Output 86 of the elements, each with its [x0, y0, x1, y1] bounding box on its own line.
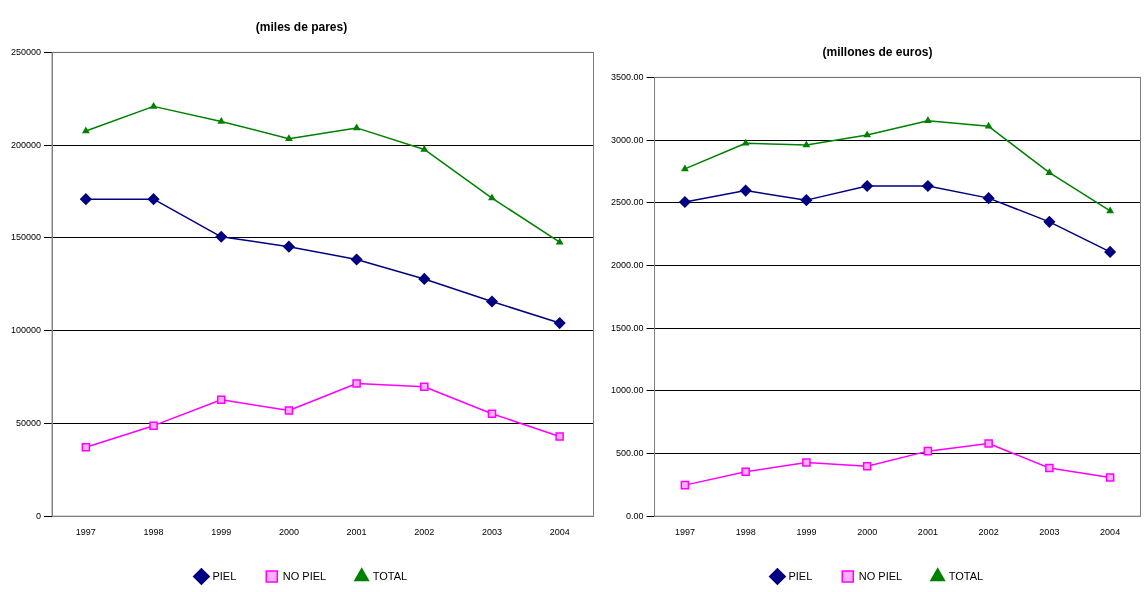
legend-label: NO PIEL [858, 569, 903, 582]
point [861, 180, 873, 192]
x-tick-label: 1997 [674, 527, 695, 538]
point [487, 409, 497, 419]
point [555, 432, 564, 441]
x-tick-label: 1999 [796, 527, 817, 538]
x-tick-label: 2004 [1100, 527, 1121, 538]
x-tick-label: 2002 [978, 527, 999, 538]
x-tick-label: 1998 [143, 527, 164, 538]
point [739, 184, 752, 197]
point [1106, 207, 1114, 214]
y-tick-label: 150000 [10, 232, 42, 243]
x-tick-label: 2003 [1039, 527, 1060, 538]
point [741, 467, 750, 477]
x-tick-label: 2000 [857, 527, 878, 538]
x-tick-label: 2001 [917, 527, 938, 538]
y-tick-label: 1500.00 [610, 322, 644, 333]
point [802, 458, 811, 467]
point [350, 253, 363, 266]
point [217, 117, 225, 124]
x-tick-label: 1997 [75, 527, 96, 538]
point [215, 231, 227, 243]
point [418, 273, 431, 285]
y-tick-label: 500.00 [616, 448, 644, 458]
point [149, 421, 158, 430]
point [985, 122, 992, 129]
point [924, 116, 932, 123]
legend-label: TOTAL [948, 569, 984, 582]
point [284, 406, 294, 415]
x-tick-label: 2004 [549, 527, 570, 538]
point [353, 124, 360, 131]
point [1105, 473, 1115, 482]
x-tick-label: 2002 [414, 527, 435, 538]
point [681, 165, 689, 172]
point [803, 141, 810, 148]
point [216, 395, 226, 404]
point [1043, 216, 1056, 228]
x-tick-label: 2001 [346, 527, 367, 538]
point [922, 180, 934, 192]
point [742, 139, 749, 146]
y-tick-label: 1000.00 [610, 385, 644, 396]
point [862, 461, 872, 471]
point [1045, 463, 1054, 473]
point [982, 192, 995, 204]
point [556, 238, 564, 245]
point [800, 194, 813, 206]
y-tick-label: 100000 [10, 325, 42, 336]
point [863, 131, 871, 138]
point [420, 145, 428, 152]
point [1104, 246, 1116, 258]
chart-title: (millones de euros) [822, 44, 933, 59]
legend-label: PIEL [212, 569, 237, 582]
point [1046, 168, 1053, 175]
legend-label: TOTAL [372, 569, 408, 582]
legend-label: NO PIEL [282, 569, 327, 582]
point [488, 194, 496, 201]
x-tick-label: 1999 [211, 527, 232, 538]
point [420, 382, 429, 391]
point [285, 134, 293, 141]
y-tick-label: 250000 [10, 46, 42, 57]
y-tick-label: 0.00 [626, 510, 644, 521]
y-tick-label: 3000.00 [610, 134, 644, 145]
y-tick-label: 3500.00 [610, 71, 644, 82]
point [283, 240, 295, 253]
x-tick-label: 2003 [481, 527, 502, 538]
point [680, 480, 690, 490]
chart-title: (miles de pares) [255, 19, 348, 34]
x-tick-label: 2000 [278, 527, 299, 538]
point [984, 439, 993, 448]
point [147, 193, 160, 205]
point [82, 127, 90, 134]
y-tick-label: 2500.00 [610, 197, 644, 208]
y-tick-label: 200000 [10, 139, 42, 150]
x-tick-label: 1998 [735, 527, 756, 538]
point [150, 102, 157, 109]
point [553, 317, 566, 329]
point [923, 446, 933, 456]
y-tick-label: 2000.00 [610, 259, 644, 270]
point [679, 196, 691, 208]
y-tick-label: 0 [36, 510, 42, 521]
legend-label: PIEL [788, 569, 813, 582]
point [486, 295, 498, 308]
y-tick-label: 50000 [16, 417, 42, 428]
point [352, 379, 361, 388]
point [80, 193, 92, 205]
point [81, 442, 91, 452]
